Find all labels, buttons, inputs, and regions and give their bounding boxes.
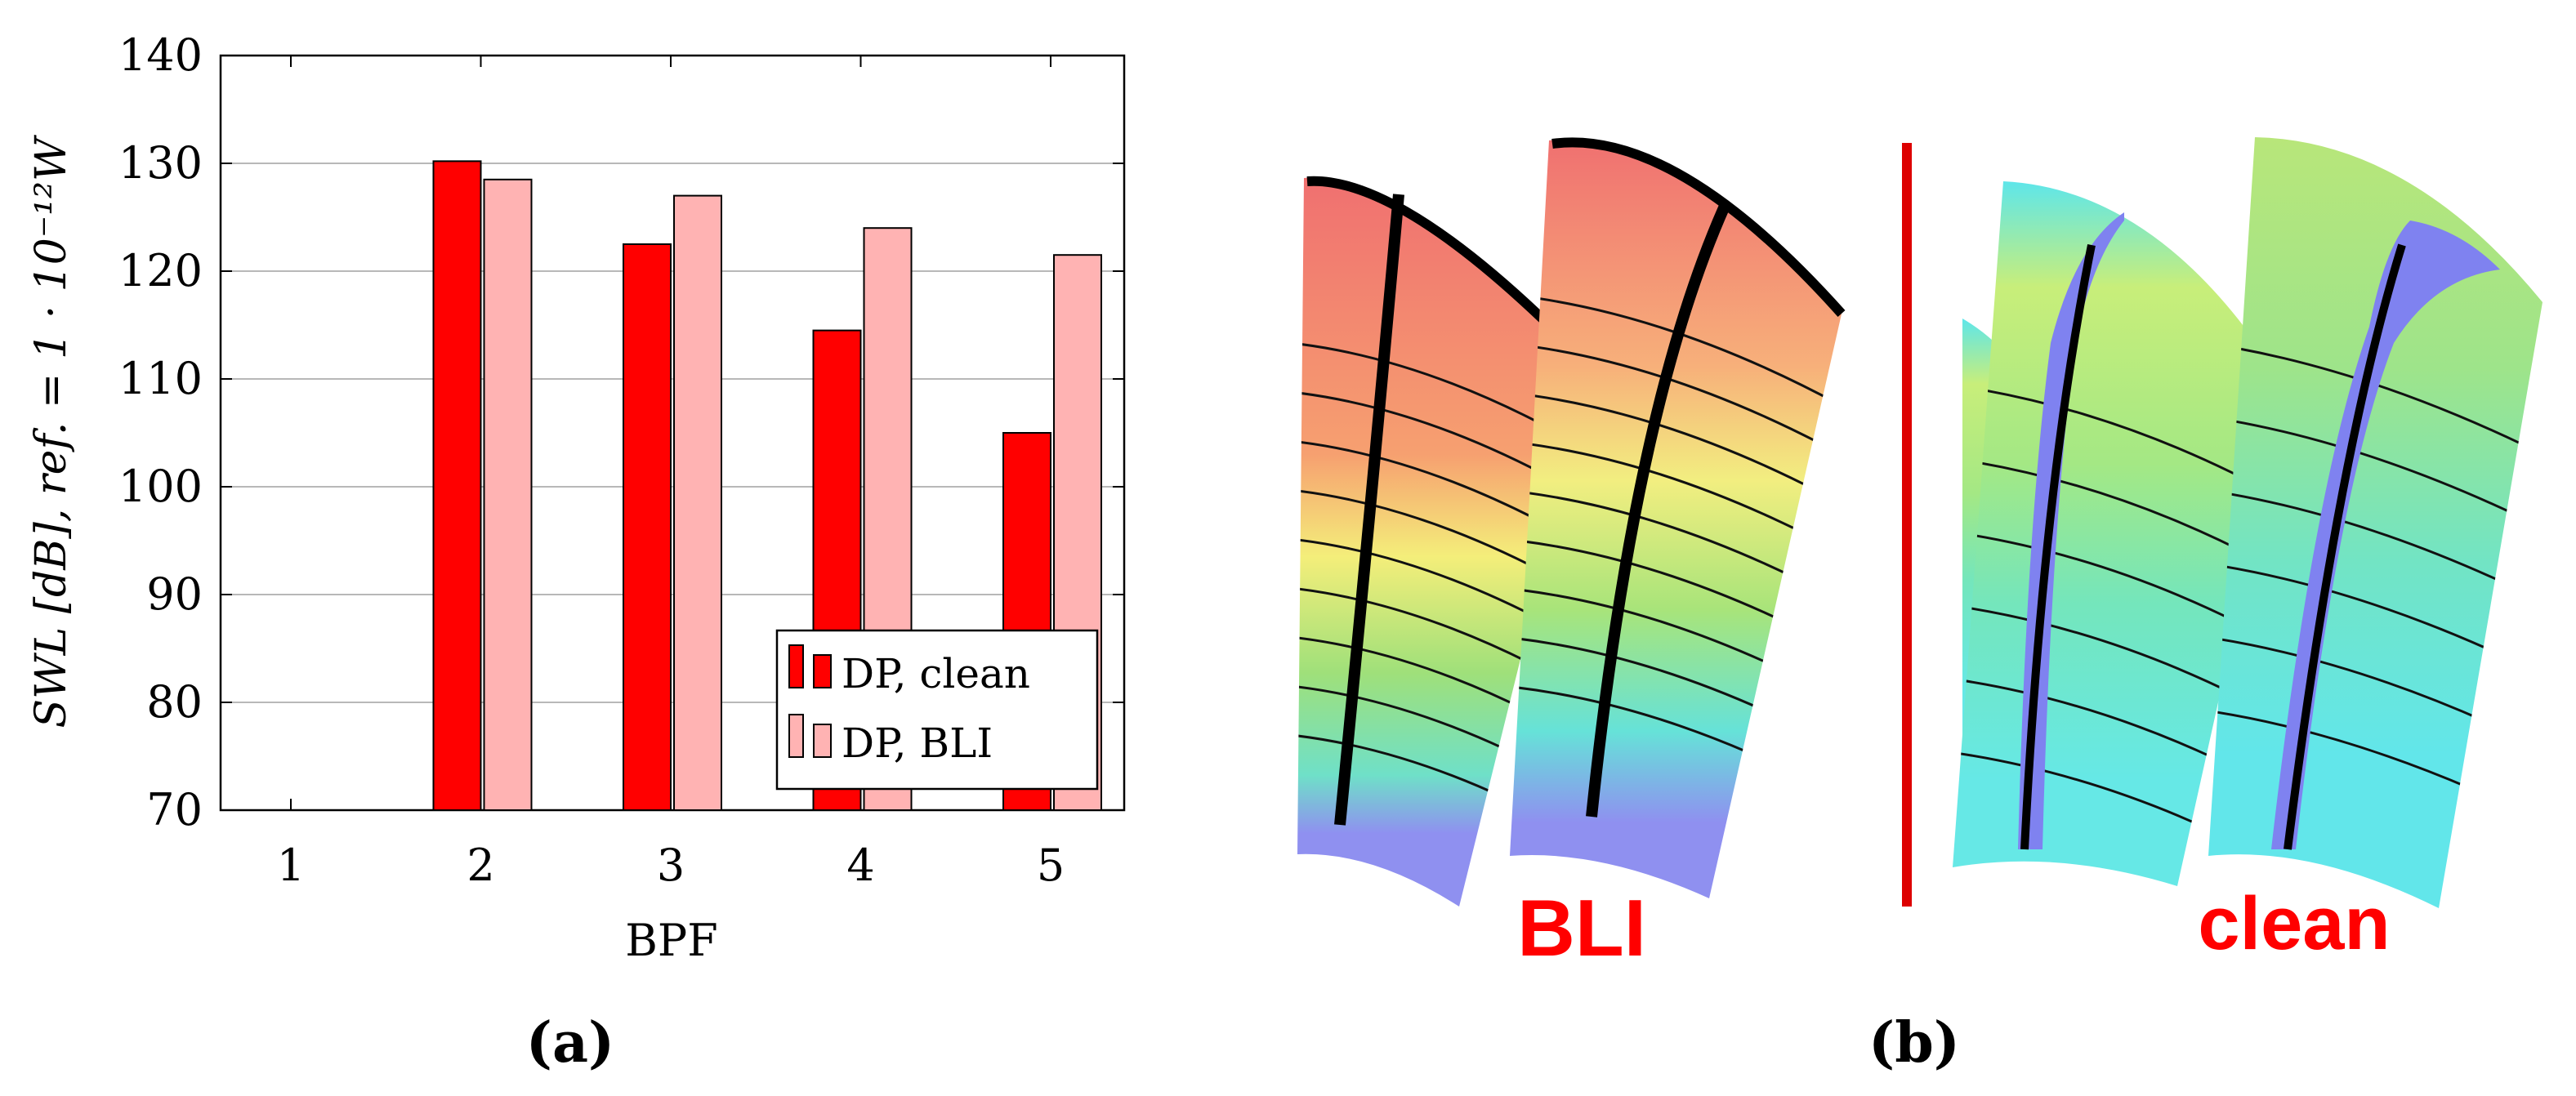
x-axis-label: BPF <box>625 915 717 966</box>
clean-blade-1 <box>2020 244 2096 850</box>
x-tick-labels: 1 2 3 4 5 <box>277 56 1065 891</box>
legend-swatch-bli-b <box>813 724 832 758</box>
bli-blade-2 <box>1586 202 1731 818</box>
bars <box>432 160 1102 812</box>
grid-lines <box>221 55 1124 811</box>
clean-wake-1 <box>2018 212 2124 849</box>
x-tick-label-1: 1 <box>277 840 305 891</box>
x-tick-label-3: 3 <box>657 840 685 891</box>
y-tick-label-90: 90 <box>146 568 203 620</box>
caption-a: (a) <box>526 1010 614 1076</box>
clean-contour-images <box>1953 137 2543 908</box>
caption-b: (b) <box>1868 1010 1960 1076</box>
clean-blade-passage-2 <box>2208 137 2543 908</box>
clean-label: clean <box>2198 882 2390 965</box>
bli-blade-1 <box>1334 194 1404 826</box>
bli-blade-passage-2 <box>1510 139 1842 899</box>
y-tick-label-100: 100 <box>118 461 203 512</box>
y-tick-label-70: 70 <box>146 784 203 835</box>
y-tick-labels: 70 80 90 100 110 120 130 140 <box>118 29 1124 835</box>
bar-bli-3 <box>673 194 722 812</box>
legend-swatch-clean-b <box>813 654 832 688</box>
legend: DP, clean DP, BLI <box>775 629 1099 791</box>
legend-label-clean: DP, clean <box>842 650 1030 697</box>
legend-label-bli: DP, BLI <box>842 720 993 767</box>
y-tick-label-80: 80 <box>146 676 203 728</box>
bar-chart: 70 80 90 100 110 120 130 140 1 2 3 4 5 BPF SWL [dB]… <box>27 29 1126 966</box>
y-tick-label-110: 110 <box>118 353 203 404</box>
legend-entry-bli: DP, BLI <box>788 714 993 767</box>
clean-blade-2 <box>2284 243 2406 850</box>
y-tick-label-120: 120 <box>118 245 203 296</box>
bli-blade-passage-1 <box>1297 177 1593 907</box>
legend-entry-clean: DP, clean <box>788 644 1030 697</box>
bar-clean-3 <box>623 243 672 811</box>
plot-frame <box>219 54 1126 812</box>
x-tick-label-2: 2 <box>467 840 494 891</box>
y-tick-label-140: 140 <box>118 29 203 81</box>
bar-clean-2 <box>432 160 482 812</box>
bar-bli-2 <box>483 178 533 812</box>
x-tick-label-4: 4 <box>846 840 874 891</box>
legend-swatch-bli-a <box>788 714 804 758</box>
bli-contour-images <box>1297 137 1846 907</box>
y-tick-label-130: 130 <box>118 137 203 189</box>
legend-swatch-clean-a <box>788 644 804 688</box>
bli-shroud-2 <box>1551 137 1846 318</box>
blade-contour-illustration: BLI clean <box>1297 137 2543 973</box>
bli-label: BLI <box>1517 883 1646 973</box>
x-tick-label-5: 5 <box>1037 840 1065 891</box>
y-axis-label: SWL [dB], ref. = 1 · 10⁻¹²W <box>27 135 76 728</box>
